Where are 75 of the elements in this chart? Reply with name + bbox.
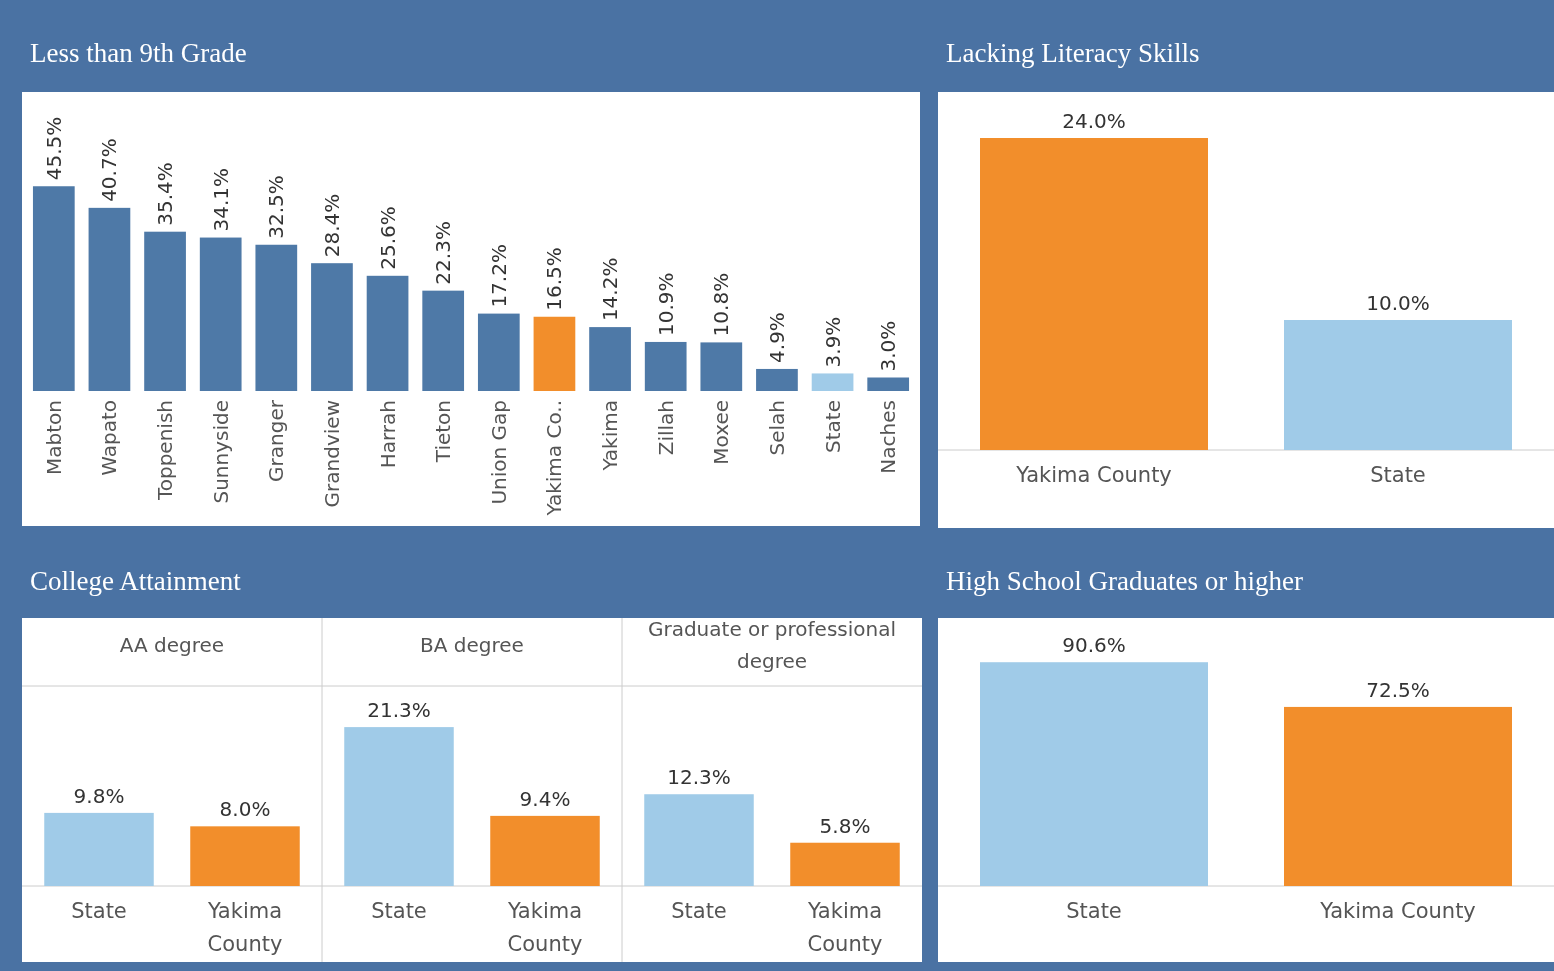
- bar: [32, 186, 75, 391]
- chart-subtitle: BA degree: [420, 633, 524, 657]
- data-label: 17.2%: [486, 244, 511, 308]
- x-tick-label: Toppenish: [153, 400, 178, 502]
- data-label: 12.3%: [667, 765, 731, 790]
- data-label: 3.0%: [876, 320, 901, 372]
- bar: [311, 263, 353, 391]
- x-tick-label: State: [671, 899, 727, 923]
- data-label: 5.8%: [819, 813, 871, 838]
- x-tick-label: Yakima County: [1015, 463, 1172, 487]
- data-label: 90.6%: [1062, 633, 1126, 658]
- data-label: 72.5%: [1366, 677, 1430, 702]
- x-tick-label: State: [1066, 899, 1122, 923]
- chart-title: High School Graduates or higher: [946, 566, 1303, 596]
- data-label: 10.9%: [653, 272, 678, 336]
- x-tick-label: Wapato: [97, 400, 122, 476]
- data-label: 40.7%: [97, 138, 122, 202]
- x-tick-label: Union Gap: [486, 400, 511, 505]
- x-tick-label: Yakima County: [206, 899, 283, 956]
- x-tick-label: Sunnyside: [208, 400, 233, 504]
- x-tick-label: Grandview: [319, 400, 344, 508]
- data-label: 22.3%: [431, 221, 456, 285]
- bar: [422, 290, 465, 391]
- bar: [589, 327, 631, 391]
- chart-title: Lacking Literacy Skills: [946, 38, 1200, 68]
- data-label: 28.4%: [319, 193, 344, 258]
- x-tick-label: State: [1370, 463, 1426, 487]
- bar: [255, 244, 298, 391]
- x-tick-label: Tieton: [431, 400, 456, 464]
- chart-subtitle: Graduate or professional degree: [647, 617, 897, 673]
- data-label: 32.5%: [264, 175, 289, 239]
- bar: [144, 231, 186, 391]
- bar: [88, 207, 131, 391]
- bar: [644, 341, 687, 391]
- bar: [366, 275, 409, 391]
- data-label: 34.1%: [208, 168, 233, 232]
- chart-title: Less than 9th Grade: [30, 38, 247, 68]
- data-label: 25.6%: [375, 206, 400, 270]
- bar: [533, 316, 576, 391]
- data-label: 9.4%: [519, 786, 571, 811]
- data-label: 9.8%: [73, 783, 125, 808]
- bar: [700, 342, 743, 391]
- x-tick-label: Yakima County: [506, 899, 583, 956]
- x-tick-label: Selah: [764, 400, 789, 456]
- bar: [199, 237, 242, 391]
- x-tick-label: Yakima: [598, 400, 623, 472]
- x-tick-label: Zillah: [653, 400, 678, 456]
- x-tick-label: Mabton: [41, 400, 66, 475]
- data-label: 10.8%: [709, 272, 734, 337]
- x-tick-label: State: [71, 899, 127, 923]
- data-label: 35.4%: [153, 162, 178, 226]
- x-tick-label: Yakima County: [806, 899, 883, 956]
- bar: [756, 368, 798, 391]
- x-tick-label: Harrah: [375, 400, 400, 469]
- data-label: 3.9%: [820, 316, 845, 368]
- x-tick-label: Yakima County: [1319, 899, 1476, 923]
- bar: [477, 313, 520, 391]
- x-tick-label: Granger: [264, 399, 289, 482]
- x-tick-label: State: [371, 899, 427, 923]
- x-tick-label: Moxee: [709, 400, 734, 465]
- data-label: 8.0%: [219, 797, 271, 822]
- bar: [811, 373, 854, 391]
- data-label: 16.5%: [542, 247, 567, 311]
- x-tick-label: State: [820, 400, 845, 453]
- data-label: 21.3%: [367, 698, 431, 723]
- chart-subtitle: AA degree: [119, 633, 225, 657]
- data-label: 14.2%: [598, 257, 623, 322]
- data-label: 10.0%: [1366, 291, 1430, 315]
- data-label: 45.5%: [41, 116, 66, 181]
- chart-title: College Attainment: [30, 566, 242, 596]
- x-tick-label: Yakima Co..: [542, 400, 567, 517]
- bar: [867, 377, 910, 391]
- x-tick-label: Naches: [876, 400, 901, 474]
- data-label: 24.0%: [1062, 109, 1126, 133]
- data-label: 4.9%: [764, 312, 789, 363]
